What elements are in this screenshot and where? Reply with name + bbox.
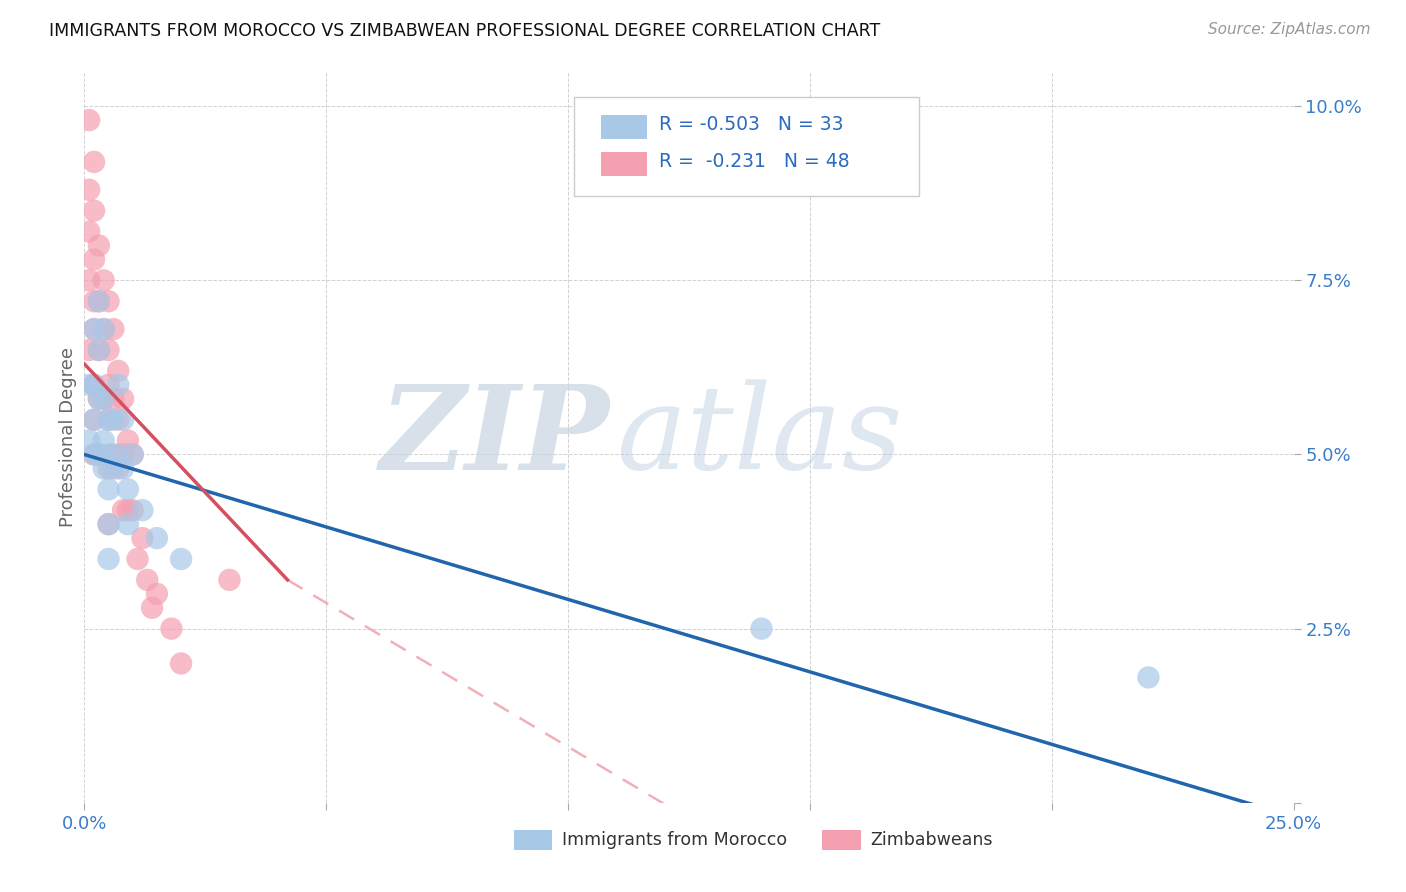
Text: atlas: atlas [616,380,903,494]
Point [87,392,110,406]
Point [77,343,100,357]
Point [93,392,115,406]
Point [751,622,773,636]
Point [1137,670,1160,684]
Point [117,434,139,448]
Point [141,600,163,615]
Point [83,252,105,267]
Point [131,503,153,517]
Point [97,483,120,497]
Point [77,273,100,287]
Point [107,412,129,426]
Point [83,155,105,169]
Bar [600,115,647,139]
Point [97,412,120,426]
Point [97,552,120,566]
Point [93,273,115,287]
Point [97,461,120,475]
Point [112,461,135,475]
Point [103,322,125,336]
Point [97,377,120,392]
Point [93,322,115,336]
Point [83,412,105,426]
Point [77,434,100,448]
Point [117,503,139,517]
Point [97,294,120,309]
Text: ZIP: ZIP [380,380,610,494]
Point [87,448,110,462]
Point [77,225,100,239]
Point [87,238,110,252]
Point [121,448,143,462]
Text: IMMIGRANTS FROM MOROCCO VS ZIMBABWEAN PROFESSIONAL DEGREE CORRELATION CHART: IMMIGRANTS FROM MOROCCO VS ZIMBABWEAN PR… [49,22,880,40]
Point [146,587,169,601]
Point [117,483,139,497]
Point [112,412,135,426]
Point [97,412,120,426]
Point [112,392,135,406]
Point [97,517,120,532]
Point [170,657,193,671]
Point [121,448,143,462]
Point [112,448,135,462]
Point [107,377,129,392]
Point [87,294,110,309]
Text: Source: ZipAtlas.com: Source: ZipAtlas.com [1208,22,1371,37]
Point [218,573,240,587]
Point [146,531,169,545]
Point [103,392,125,406]
Point [103,412,125,426]
Point [87,343,110,357]
Point [87,448,110,462]
Text: R =  -0.231   N = 48: R = -0.231 N = 48 [659,152,849,171]
Point [87,392,110,406]
Point [117,517,139,532]
Point [83,322,105,336]
Bar [600,152,647,176]
Point [83,448,105,462]
Text: Immigrants from Morocco: Immigrants from Morocco [562,831,787,849]
Point [170,552,193,566]
Y-axis label: Professional Degree: Professional Degree [59,347,77,527]
Point [97,517,120,532]
Point [77,183,100,197]
Bar [823,830,860,850]
Point [97,343,120,357]
Point [121,503,143,517]
Text: R = -0.503   N = 33: R = -0.503 N = 33 [659,115,844,135]
Text: Zimbabweans: Zimbabweans [870,831,993,849]
Point [107,448,129,462]
Point [136,573,159,587]
Point [93,322,115,336]
Point [87,294,110,309]
Point [107,461,129,475]
Point [103,448,125,462]
Point [83,448,105,462]
Point [93,461,115,475]
Point [83,294,105,309]
Bar [513,830,553,850]
Point [97,448,120,462]
Point [112,503,135,517]
Point [107,364,129,378]
Point [127,552,149,566]
Point [83,377,105,392]
Point [160,622,183,636]
Point [103,461,125,475]
Point [83,412,105,426]
Point [83,377,105,392]
Point [93,392,115,406]
Point [83,203,105,218]
Point [87,343,110,357]
Point [93,434,115,448]
FancyBboxPatch shape [574,97,918,195]
Point [131,531,153,545]
Point [77,113,100,128]
Point [77,377,100,392]
Point [83,322,105,336]
